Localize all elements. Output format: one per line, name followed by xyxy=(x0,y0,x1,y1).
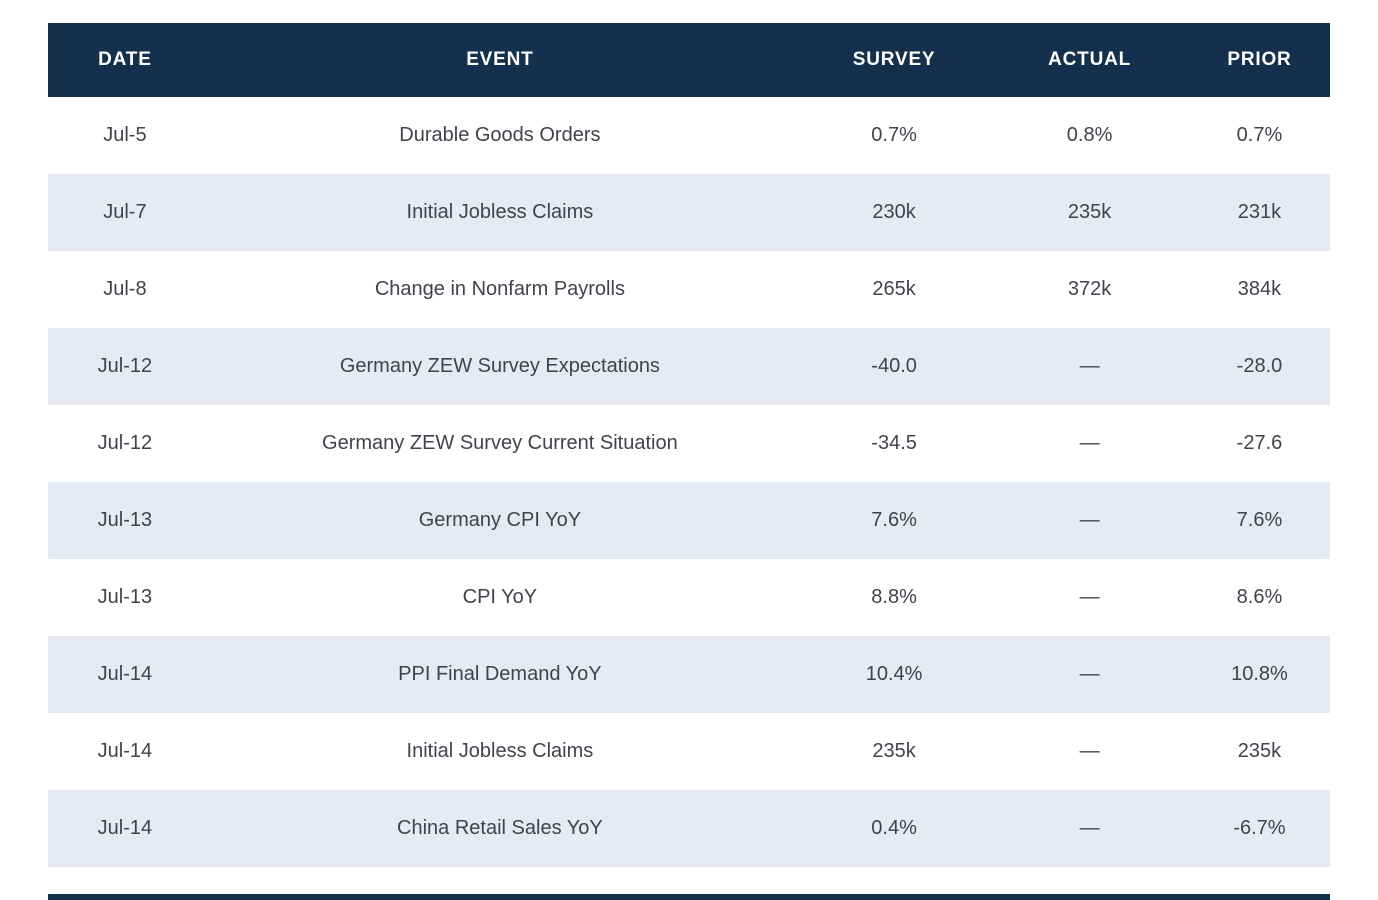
actual-cell: — xyxy=(1079,432,1100,454)
survey-cell: -40.0 xyxy=(871,355,917,377)
actual-cell: — xyxy=(1079,740,1100,762)
column-header-survey: SURVEY xyxy=(797,23,991,97)
data-table: DATE EVENT SURVEY ACTUAL PRIOR Jul-5 Dura… xyxy=(48,23,1330,867)
survey-cell: 7.6% xyxy=(871,509,917,531)
actual-cell: — xyxy=(1079,663,1100,685)
table-header-row: DATE EVENT SURVEY ACTUAL PRIOR xyxy=(48,23,1330,97)
date-cell: Jul-14 xyxy=(97,740,153,762)
prior-cell: -6.7% xyxy=(1233,817,1286,839)
table-header: DATE EVENT SURVEY ACTUAL PRIOR xyxy=(48,23,1330,97)
date-cell: Jul-13 xyxy=(97,509,153,531)
table-row: Jul-12 Germany ZEW Survey Current Situati… xyxy=(48,405,1330,482)
survey-cell: 265k xyxy=(872,278,916,300)
column-header-prior: PRIOR xyxy=(1188,23,1330,97)
prior-cell: 7.6% xyxy=(1236,509,1283,531)
prior-cell: 0.7% xyxy=(1236,124,1283,146)
date-cell: Jul-12 xyxy=(97,432,153,454)
actual-cell: 235k xyxy=(1067,201,1112,223)
date-cell: Jul-13 xyxy=(97,586,153,608)
column-header-actual: ACTUAL xyxy=(990,23,1189,97)
survey-cell: 0.7% xyxy=(871,124,917,146)
table-row: Jul-12 Germany ZEW Survey Expectations -40… xyxy=(48,328,1330,405)
prior-cell: 384k xyxy=(1237,278,1282,300)
table-row: Jul-5 Durable Goods Orders 0.7% 0.8% 0.7% xyxy=(48,97,1330,174)
actual-cell: 372k xyxy=(1067,278,1112,300)
actual-cell: — xyxy=(1079,509,1100,531)
table-row: Jul-7 Initial Jobless Claims 230k 235k 231k xyxy=(48,174,1330,251)
actual-cell: — xyxy=(1079,586,1100,608)
prior-cell: 235k xyxy=(1237,740,1282,762)
economic-calendar-table: DATE EVENT SURVEY ACTUAL PRIOR Jul-5 Dura… xyxy=(48,23,1330,867)
date-cell: Jul-14 xyxy=(97,663,153,685)
survey-cell: -34.5 xyxy=(871,432,917,454)
prior-cell: 10.8% xyxy=(1231,663,1288,685)
event-cell: Change in Nonfarm Payrolls xyxy=(374,278,625,300)
event-cell: Durable Goods Orders xyxy=(399,124,601,146)
prior-cell: 231k xyxy=(1237,201,1282,223)
survey-cell: 235k xyxy=(872,740,916,762)
event-cell: China Retail Sales YoY xyxy=(397,817,603,839)
survey-cell: 230k xyxy=(872,201,916,223)
event-cell: PPI Final Demand YoY xyxy=(398,663,602,685)
date-cell: Jul-14 xyxy=(97,817,153,839)
column-header-event: EVENT xyxy=(201,23,798,97)
actual-cell: 0.8% xyxy=(1066,124,1113,146)
event-cell: Initial Jobless Claims xyxy=(406,201,594,223)
column-header-date: DATE xyxy=(48,23,202,97)
event-cell: CPI YoY xyxy=(462,586,538,608)
event-cell: Germany ZEW Survey Expectations xyxy=(339,355,660,377)
event-cell: Germany CPI YoY xyxy=(418,509,582,531)
next-table-header-partial xyxy=(48,894,1330,900)
prior-cell: -27.6 xyxy=(1236,432,1283,454)
actual-cell: — xyxy=(1079,817,1100,839)
table-body: Jul-5 Durable Goods Orders 0.7% 0.8% 0.7% Jul… xyxy=(48,97,1330,867)
date-cell: Jul-8 xyxy=(103,278,147,300)
table-row: Jul-14 PPI Final Demand YoY 10.4% — 10.8% xyxy=(48,636,1330,713)
actual-cell: — xyxy=(1079,355,1100,377)
survey-cell: 8.8% xyxy=(871,586,917,608)
table-row: Jul-14 China Retail Sales YoY 0.4% — -6.7% xyxy=(48,790,1330,867)
table-row: Jul-14 Initial Jobless Claims 235k — 235k xyxy=(48,713,1330,790)
date-cell: Jul-12 xyxy=(97,355,153,377)
date-cell: Jul-7 xyxy=(103,201,147,223)
table-row: Jul-13 CPI YoY 8.8% — 8.6% xyxy=(48,559,1330,636)
date-cell: Jul-5 xyxy=(103,124,147,146)
table-row: Jul-8 Change in Nonfarm Payrolls 265k 372k 3… xyxy=(48,251,1330,328)
event-cell: Germany ZEW Survey Current Situation xyxy=(322,432,678,454)
table-row: Jul-13 Germany CPI YoY 7.6% — 7.6% xyxy=(48,482,1330,559)
prior-cell: 8.6% xyxy=(1236,586,1283,608)
event-cell: Initial Jobless Claims xyxy=(406,740,594,762)
survey-cell: 10.4% xyxy=(865,663,923,685)
survey-cell: 0.4% xyxy=(871,817,917,839)
prior-cell: -28.0 xyxy=(1236,355,1283,377)
